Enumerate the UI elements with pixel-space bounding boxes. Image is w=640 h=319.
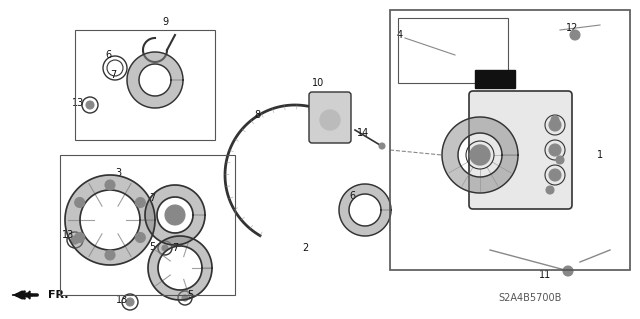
Text: 12: 12 xyxy=(566,23,578,33)
Circle shape xyxy=(135,197,145,207)
Text: 9: 9 xyxy=(162,17,168,27)
Circle shape xyxy=(379,143,385,149)
Circle shape xyxy=(105,250,115,260)
Text: 5: 5 xyxy=(149,242,155,252)
Text: 7: 7 xyxy=(149,193,155,203)
Bar xyxy=(398,18,508,83)
Polygon shape xyxy=(12,291,30,299)
Circle shape xyxy=(546,186,554,194)
Text: 5: 5 xyxy=(187,290,193,300)
Text: S2A4B5700B: S2A4B5700B xyxy=(499,293,562,303)
Text: 7: 7 xyxy=(172,243,178,253)
Circle shape xyxy=(549,119,561,131)
Circle shape xyxy=(563,266,573,276)
Text: B-60: B-60 xyxy=(483,75,508,85)
Text: 3: 3 xyxy=(115,168,121,178)
FancyArrowPatch shape xyxy=(18,292,32,298)
Polygon shape xyxy=(145,185,205,245)
Circle shape xyxy=(86,101,94,109)
Circle shape xyxy=(165,205,185,225)
Text: 7: 7 xyxy=(110,70,116,80)
Bar xyxy=(60,155,235,295)
Polygon shape xyxy=(148,236,212,300)
Circle shape xyxy=(182,295,188,301)
Bar xyxy=(475,70,515,88)
Circle shape xyxy=(549,169,561,181)
Text: 2: 2 xyxy=(302,243,308,253)
Text: 13: 13 xyxy=(72,98,84,108)
Circle shape xyxy=(556,156,564,164)
Text: 13: 13 xyxy=(116,295,128,305)
Circle shape xyxy=(551,116,559,124)
FancyBboxPatch shape xyxy=(469,91,572,209)
Bar xyxy=(75,30,215,140)
Text: 10: 10 xyxy=(312,78,324,88)
Text: 11: 11 xyxy=(539,270,551,280)
Circle shape xyxy=(135,233,145,242)
Text: 4: 4 xyxy=(397,30,403,40)
FancyBboxPatch shape xyxy=(309,92,351,143)
Circle shape xyxy=(126,298,134,306)
Circle shape xyxy=(570,30,580,40)
Circle shape xyxy=(105,180,115,190)
Text: 6: 6 xyxy=(105,50,111,60)
Polygon shape xyxy=(339,184,391,236)
Circle shape xyxy=(320,110,340,130)
Text: 6: 6 xyxy=(349,191,355,201)
Circle shape xyxy=(71,236,79,244)
Text: 14: 14 xyxy=(357,128,369,138)
Text: 8: 8 xyxy=(254,110,260,120)
Polygon shape xyxy=(442,117,518,193)
Polygon shape xyxy=(65,175,155,265)
Circle shape xyxy=(75,197,84,207)
Polygon shape xyxy=(127,52,183,108)
Circle shape xyxy=(549,144,561,156)
Bar xyxy=(390,10,630,270)
Text: 13: 13 xyxy=(62,230,74,240)
Text: FR.: FR. xyxy=(48,290,68,300)
Circle shape xyxy=(470,145,490,165)
Text: 1: 1 xyxy=(597,150,603,160)
Circle shape xyxy=(75,233,84,242)
Circle shape xyxy=(162,245,168,251)
